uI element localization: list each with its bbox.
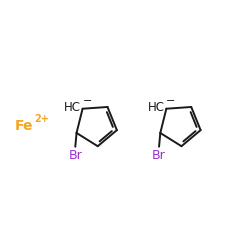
- Text: −: −: [82, 96, 92, 106]
- Text: Br: Br: [68, 149, 82, 162]
- Text: Fe: Fe: [14, 119, 33, 133]
- Text: Br: Br: [152, 149, 166, 162]
- Text: HC: HC: [64, 101, 81, 114]
- Text: −: −: [166, 96, 175, 106]
- Text: HC: HC: [148, 101, 165, 114]
- Text: 2+: 2+: [34, 114, 49, 124]
